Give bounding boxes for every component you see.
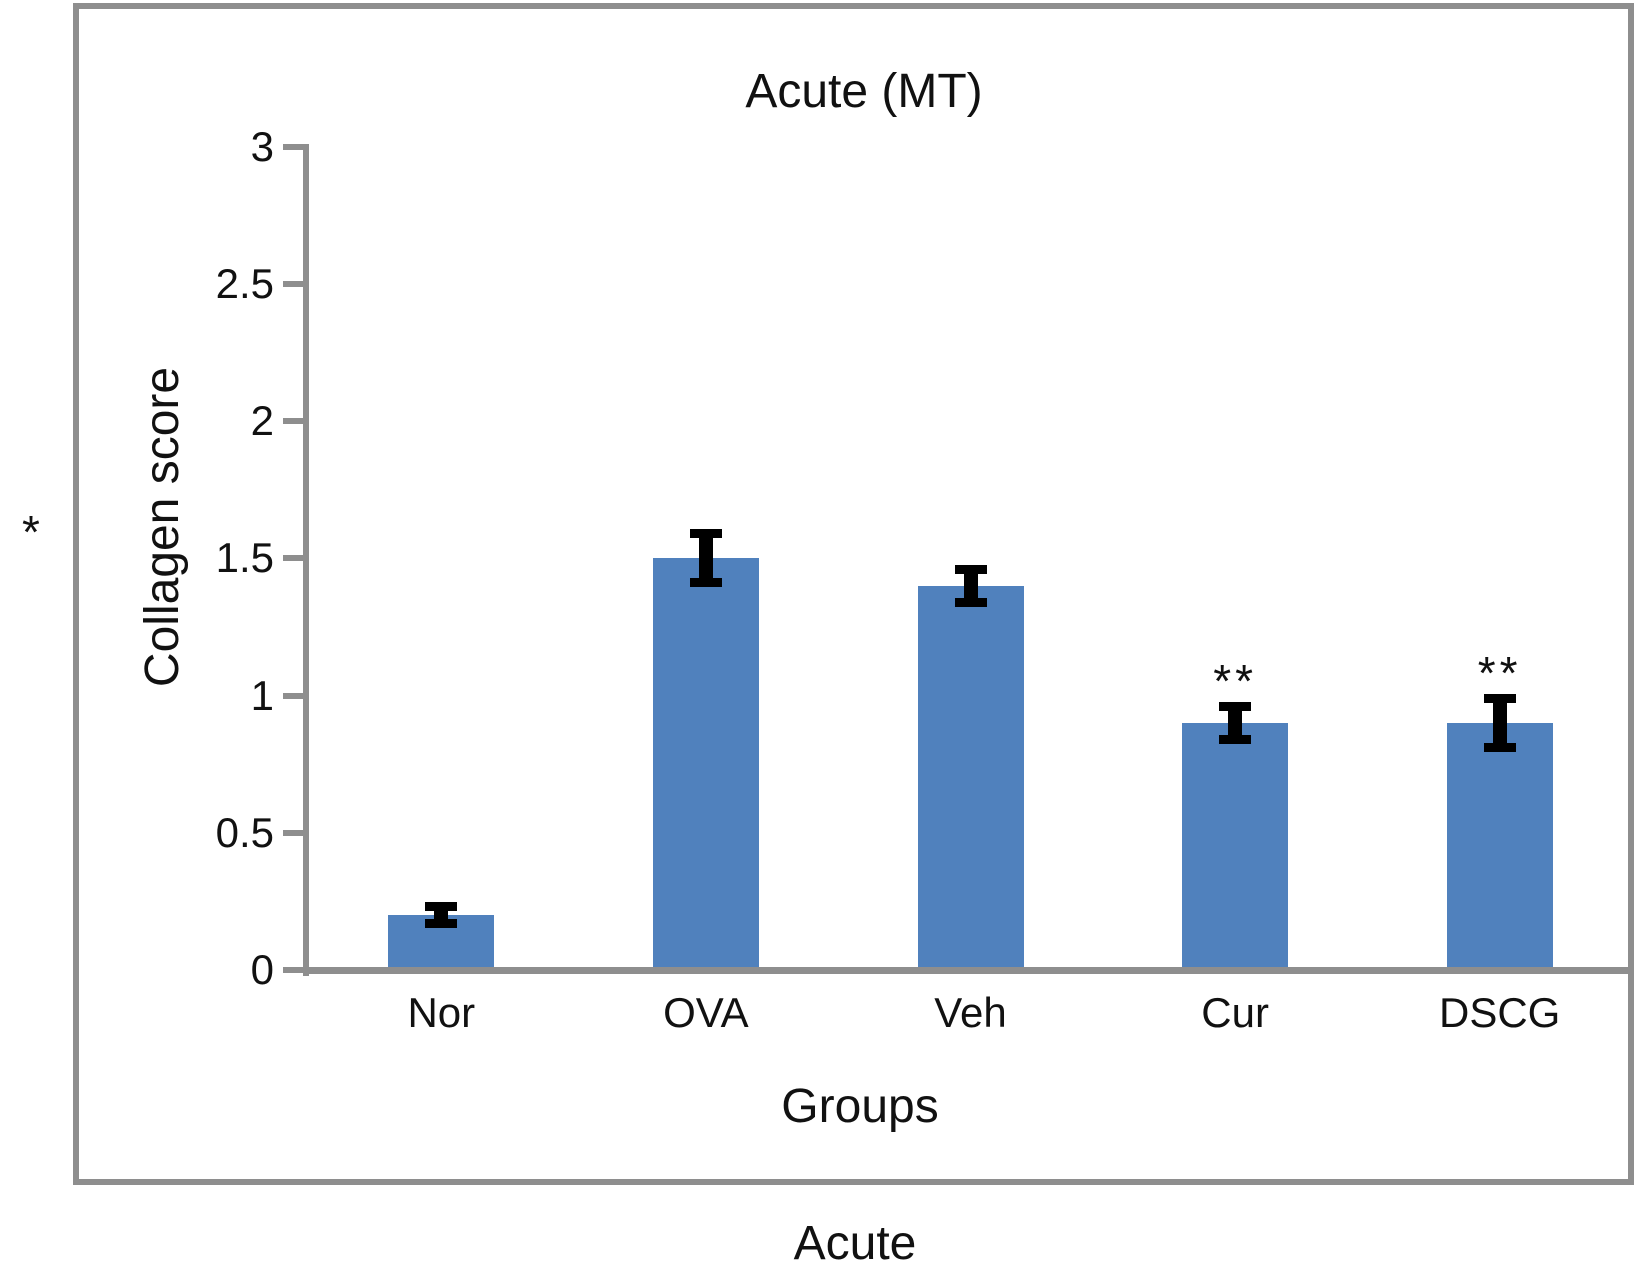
y-tick-label: 1 (250, 671, 274, 719)
y-axis-label: Collagen score (136, 366, 189, 688)
error-bar-stem (1228, 706, 1243, 740)
y-tick-label: 2 (250, 397, 274, 444)
y-tick (283, 418, 309, 424)
chart-frame (73, 3, 1634, 1185)
y-tick (283, 829, 309, 836)
y-tick (283, 280, 309, 287)
y-tick (283, 967, 309, 973)
y-axis-line (303, 146, 309, 976)
y-tick-label: 0.5 (215, 808, 274, 856)
figure-caption: Acute (793, 1217, 917, 1270)
bar (917, 585, 1024, 973)
bar (1446, 722, 1553, 973)
x-tick-label: Nor (407, 989, 476, 1036)
significance-label: ** (1213, 655, 1257, 708)
error-bar-bottom-cap (689, 578, 722, 588)
y-tick-label: 1.5 (215, 534, 274, 582)
bar (652, 558, 759, 973)
error-bar-stem (698, 533, 713, 583)
x-tick-label: DSCG (1439, 989, 1561, 1036)
y-tick-label: 3 (250, 122, 274, 170)
outside-significance-star: * (22, 506, 40, 558)
bar (1182, 722, 1289, 973)
error-bar-bottom-cap (425, 918, 458, 928)
y-tick (283, 692, 309, 699)
x-tick-label: Cur (1201, 989, 1269, 1036)
y-tick-label: 2.5 (215, 259, 274, 307)
y-tick-label: 0 (250, 946, 274, 993)
chart-title: Acute (MT) (745, 65, 983, 118)
x-axis-label: Groups (781, 1080, 939, 1133)
error-bar-bottom-cap (1219, 734, 1252, 744)
error-bar-stem (1492, 698, 1507, 748)
x-tick-label: Veh (934, 989, 1007, 1036)
x-axis-line (303, 967, 1632, 974)
error-bar-bottom-cap (954, 597, 987, 607)
y-tick (283, 143, 309, 150)
y-tick (283, 555, 309, 562)
error-bar-stem (963, 569, 978, 603)
significance-label: ** (1477, 647, 1522, 700)
x-tick-label: OVA (663, 989, 749, 1036)
error-bar-bottom-cap (1483, 743, 1516, 753)
